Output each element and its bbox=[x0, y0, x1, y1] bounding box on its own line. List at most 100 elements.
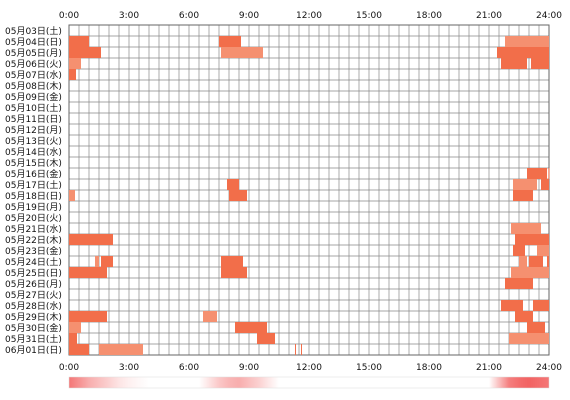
row-date-label: 05月03日(土) bbox=[5, 25, 62, 37]
activity-cell bbox=[501, 300, 523, 311]
activity-cell bbox=[501, 58, 527, 69]
row-date-label: 05月14日(水) bbox=[5, 146, 62, 158]
activity-cell bbox=[301, 344, 302, 355]
row-date-label: 05月17日(土) bbox=[5, 179, 62, 191]
hour-tick-label: 3:00 bbox=[119, 363, 139, 373]
row-date-label: 05月29日(木) bbox=[5, 311, 62, 323]
hour-tick-label: 12:00 bbox=[296, 363, 322, 373]
activity-cell bbox=[69, 311, 107, 322]
activity-cell bbox=[527, 168, 547, 179]
activity-cell bbox=[229, 190, 247, 201]
activity-cell bbox=[519, 256, 527, 267]
hour-tick-label: 15:00 bbox=[356, 363, 382, 373]
hour-tick-label: 24:00 bbox=[536, 363, 562, 373]
activity-cell bbox=[547, 256, 549, 267]
bottom-hour-axis: 0:00 3:00 6:00 9:00 12:00 15:00 18:00 21:00 24:0… bbox=[59, 363, 562, 373]
activity-cell bbox=[541, 179, 549, 190]
activity-cell bbox=[505, 36, 549, 47]
hour-tick-label: 9:00 bbox=[239, 11, 259, 21]
row-date-label: 05月04日(日) bbox=[5, 37, 62, 48]
hour-tick-label: 12:00 bbox=[296, 11, 322, 21]
activity-cell bbox=[69, 47, 101, 58]
activity-cell bbox=[509, 333, 549, 344]
activity-cell bbox=[227, 179, 239, 190]
activity-cell bbox=[257, 333, 275, 344]
activity-cell bbox=[497, 47, 549, 58]
row-date-label: 05月13日(火) bbox=[5, 136, 62, 147]
hour-tick-label: 9:00 bbox=[239, 363, 259, 373]
activity-cell bbox=[69, 322, 81, 333]
activity-cell bbox=[203, 311, 217, 322]
top-hour-axis: 0:00 3:00 6:00 9:00 12:00 15:00 18:00 21:00 24:0… bbox=[59, 11, 562, 21]
activity-cell bbox=[513, 190, 533, 201]
activity-cell bbox=[69, 333, 77, 344]
row-date-label: 05月15日(木) bbox=[5, 157, 62, 169]
activity-cell bbox=[548, 168, 550, 179]
row-date-label: 05月23日(金) bbox=[5, 245, 62, 257]
activity-cells bbox=[69, 36, 550, 355]
row-date-label: 05月16日(金) bbox=[5, 168, 62, 180]
activity-cell bbox=[533, 300, 549, 311]
activity-cell bbox=[295, 344, 296, 355]
hour-tick-label: 3:00 bbox=[119, 11, 139, 21]
row-date-label: 05月19日(月) bbox=[5, 202, 62, 213]
row-date-label: 06月01日(日) bbox=[5, 345, 62, 356]
activity-cell bbox=[69, 36, 89, 47]
activity-cell bbox=[69, 190, 75, 201]
daily-density-bar bbox=[68, 376, 550, 389]
activity-cell bbox=[515, 311, 533, 322]
activity-cell bbox=[505, 278, 533, 289]
activity-cell bbox=[531, 58, 549, 69]
row-labels: 05月03日(土)05月04日(日)05月05日(月)05月06日(火)05月0… bbox=[5, 25, 62, 356]
activity-cell bbox=[69, 58, 81, 69]
activity-cell bbox=[221, 256, 243, 267]
heatmap-grid bbox=[68, 24, 550, 356]
hour-tick-label: 24:00 bbox=[536, 11, 562, 21]
activity-cell bbox=[69, 267, 107, 278]
activity-cell bbox=[221, 267, 247, 278]
activity-cell bbox=[537, 245, 549, 256]
row-date-label: 05月21日(水) bbox=[5, 223, 62, 235]
activity-cell bbox=[69, 234, 113, 245]
row-date-label: 05月05日(月) bbox=[5, 48, 62, 59]
activity-cell bbox=[511, 223, 541, 234]
hour-tick-label: 6:00 bbox=[179, 11, 199, 21]
activity-cell bbox=[95, 256, 99, 267]
row-date-label: 05月24日(土) bbox=[5, 256, 62, 268]
activity-cell bbox=[513, 245, 525, 256]
row-date-label: 05月11日(日) bbox=[5, 114, 62, 125]
row-date-label: 05月06日(火) bbox=[5, 59, 62, 70]
activity-cell bbox=[219, 36, 241, 47]
activity-cell bbox=[235, 322, 267, 333]
hour-tick-label: 21:00 bbox=[476, 363, 502, 373]
hour-tick-label: 6:00 bbox=[179, 363, 199, 373]
hour-tick-label: 21:00 bbox=[476, 11, 502, 21]
row-date-label: 05月20日(火) bbox=[5, 213, 62, 224]
row-date-label: 05月12日(月) bbox=[5, 125, 62, 136]
row-date-label: 05月28日(水) bbox=[5, 300, 62, 312]
activity-cell bbox=[513, 179, 537, 190]
activity-cell bbox=[515, 234, 549, 245]
row-date-label: 05月27日(火) bbox=[5, 290, 62, 301]
activity-cell bbox=[101, 256, 113, 267]
row-date-label: 05月26日(月) bbox=[5, 279, 62, 290]
row-date-label: 05月08日(木) bbox=[5, 80, 62, 92]
hour-tick-label: 0:00 bbox=[59, 363, 79, 373]
row-date-label: 05月31日(土) bbox=[5, 333, 62, 345]
row-date-label: 05月30日(金) bbox=[5, 322, 62, 334]
hour-tick-label: 0:00 bbox=[59, 11, 79, 21]
activity-cell bbox=[511, 267, 549, 278]
activity-cell bbox=[529, 256, 543, 267]
activity-cell bbox=[69, 69, 76, 80]
row-date-label: 05月10日(土) bbox=[5, 102, 62, 114]
activity-cell bbox=[527, 322, 545, 333]
row-date-label: 05月18日(日) bbox=[5, 191, 62, 202]
hour-tick-label: 18:00 bbox=[416, 11, 442, 21]
row-date-label: 05月25日(日) bbox=[5, 268, 62, 279]
row-date-label: 05月09日(金) bbox=[5, 91, 62, 103]
activity-cell bbox=[221, 47, 263, 58]
row-date-label: 05月22日(木) bbox=[5, 234, 62, 246]
row-date-label: 05月07日(水) bbox=[5, 69, 62, 81]
activity-cell bbox=[69, 344, 89, 355]
